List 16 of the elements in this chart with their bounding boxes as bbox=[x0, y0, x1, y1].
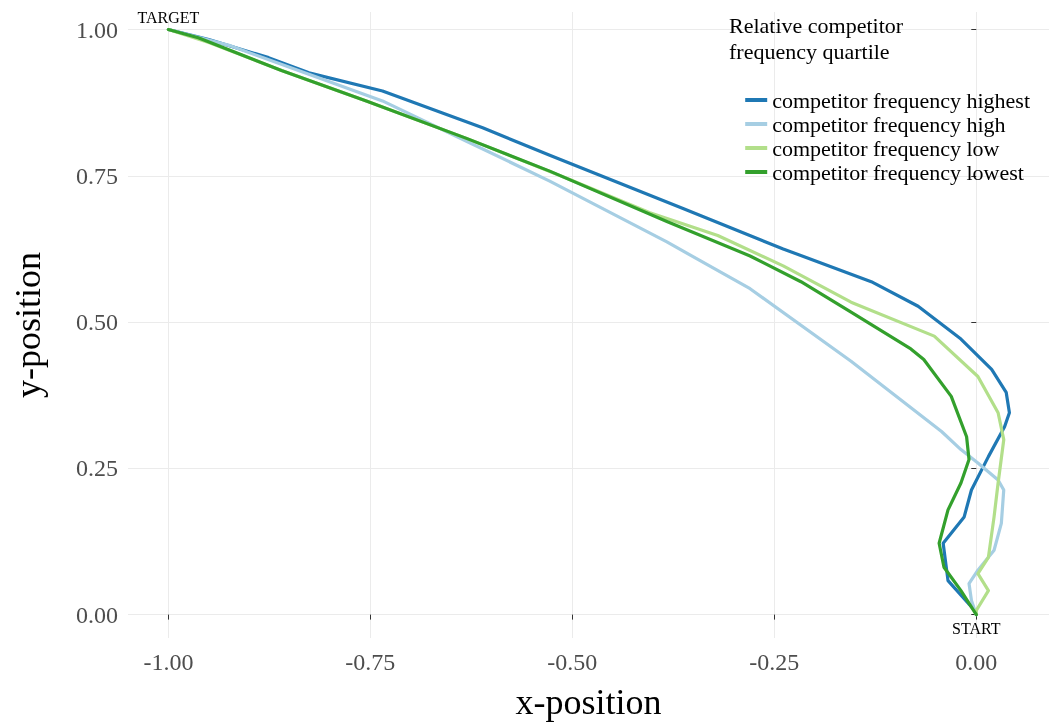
x-axis-title: x-position bbox=[515, 682, 662, 722]
x-tick-label: -0.50 bbox=[547, 649, 598, 675]
legend-label: competitor frequency highest bbox=[772, 87, 1031, 113]
x-tick-label: -1.00 bbox=[143, 649, 194, 675]
x-tick-label: -0.25 bbox=[749, 649, 800, 675]
x-tick-label: 0.00 bbox=[955, 649, 998, 675]
y-tick-label: 0.25 bbox=[76, 455, 118, 482]
annotation: TARGET bbox=[137, 9, 200, 27]
annotation: START bbox=[952, 620, 1001, 638]
legend-title: Relative competitor frequency quartile bbox=[729, 12, 909, 64]
y-tick-label: 1.00 bbox=[76, 16, 118, 43]
x-tick-label: -0.75 bbox=[345, 649, 396, 675]
y-tick-label: 0.00 bbox=[76, 601, 118, 628]
y-axis-title: y-position bbox=[8, 251, 48, 399]
y-tick-label: 0.50 bbox=[76, 309, 118, 336]
y-tick-label: 0.75 bbox=[76, 162, 118, 189]
